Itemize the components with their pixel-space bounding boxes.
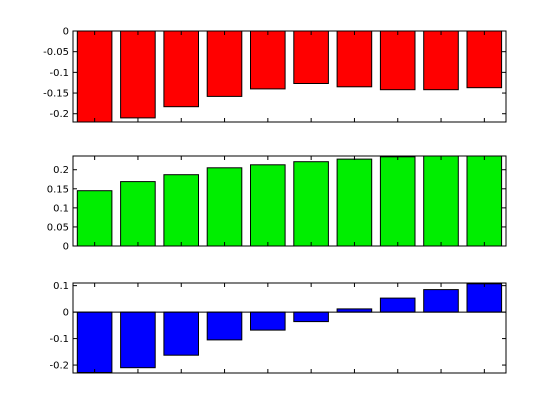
chart-panel-red: 0 -0.05 -0.1 -0.15 -0.2 — [43, 27, 507, 123]
y-tick-label: -0.05 — [43, 47, 69, 58]
y-tick-label: 0.05 — [47, 222, 69, 233]
chart-panel-blue: 0.1 0 -0.1 -0.2 — [49, 281, 507, 374]
y-tick-label: -0.2 — [49, 109, 69, 120]
bar-blue-8 — [379, 297, 416, 313]
bar-green-6 — [293, 161, 329, 246]
bar-red-2 — [120, 31, 156, 119]
bar-red-3 — [163, 31, 199, 108]
axes-frame — [72, 155, 507, 247]
y-tick-label: 0 — [63, 27, 69, 38]
bar-green-9 — [423, 156, 459, 246]
bar-blue-10 — [466, 283, 503, 313]
bar-red-6 — [293, 31, 329, 84]
bar-red-1 — [76, 31, 113, 122]
y-tick-label: 0.1 — [53, 281, 69, 292]
y-tick-label: -0.1 — [49, 334, 69, 345]
y-tick-label: 0.2 — [53, 165, 69, 176]
bar-blue-6 — [293, 311, 329, 323]
y-tick-label: 0 — [63, 242, 69, 253]
bar-green-7 — [336, 158, 373, 246]
y-tick-label: 0.1 — [53, 203, 69, 214]
bar-blue-5 — [250, 311, 286, 331]
bar-blue-3 — [163, 311, 199, 356]
bar-green-2 — [120, 181, 156, 246]
bar-blue-9 — [423, 289, 459, 313]
bar-green-4 — [206, 167, 243, 246]
bar-red-9 — [423, 31, 459, 91]
bar-red-7 — [336, 31, 373, 88]
axes-frame — [72, 282, 507, 374]
bar-green-10 — [466, 156, 503, 246]
bar-red-8 — [379, 31, 416, 91]
axes-frame — [72, 30, 507, 123]
bar-blue-1 — [76, 311, 113, 373]
y-tick-label: -0.15 — [43, 89, 69, 100]
bars-blue — [76, 283, 503, 373]
bar-green-3 — [163, 174, 199, 246]
y-tick-label: -0.1 — [49, 68, 69, 79]
bar-red-10 — [466, 31, 503, 89]
bar-red-5 — [250, 31, 286, 90]
bar-blue-4 — [206, 311, 243, 341]
bar-red-4 — [206, 31, 243, 97]
bar-green-8 — [379, 156, 416, 246]
bars-green — [76, 156, 503, 246]
bar-green-5 — [250, 164, 286, 246]
bar-blue-2 — [120, 311, 156, 369]
y-tick-label: 0 — [63, 308, 69, 319]
y-tick-label: 0.15 — [47, 184, 69, 195]
chart-panel-green: 0 0.05 0.1 0.15 0.2 — [47, 155, 507, 253]
bars-red — [76, 31, 503, 122]
bar-green-1 — [76, 190, 113, 246]
y-tick-label: -0.2 — [49, 361, 69, 372]
